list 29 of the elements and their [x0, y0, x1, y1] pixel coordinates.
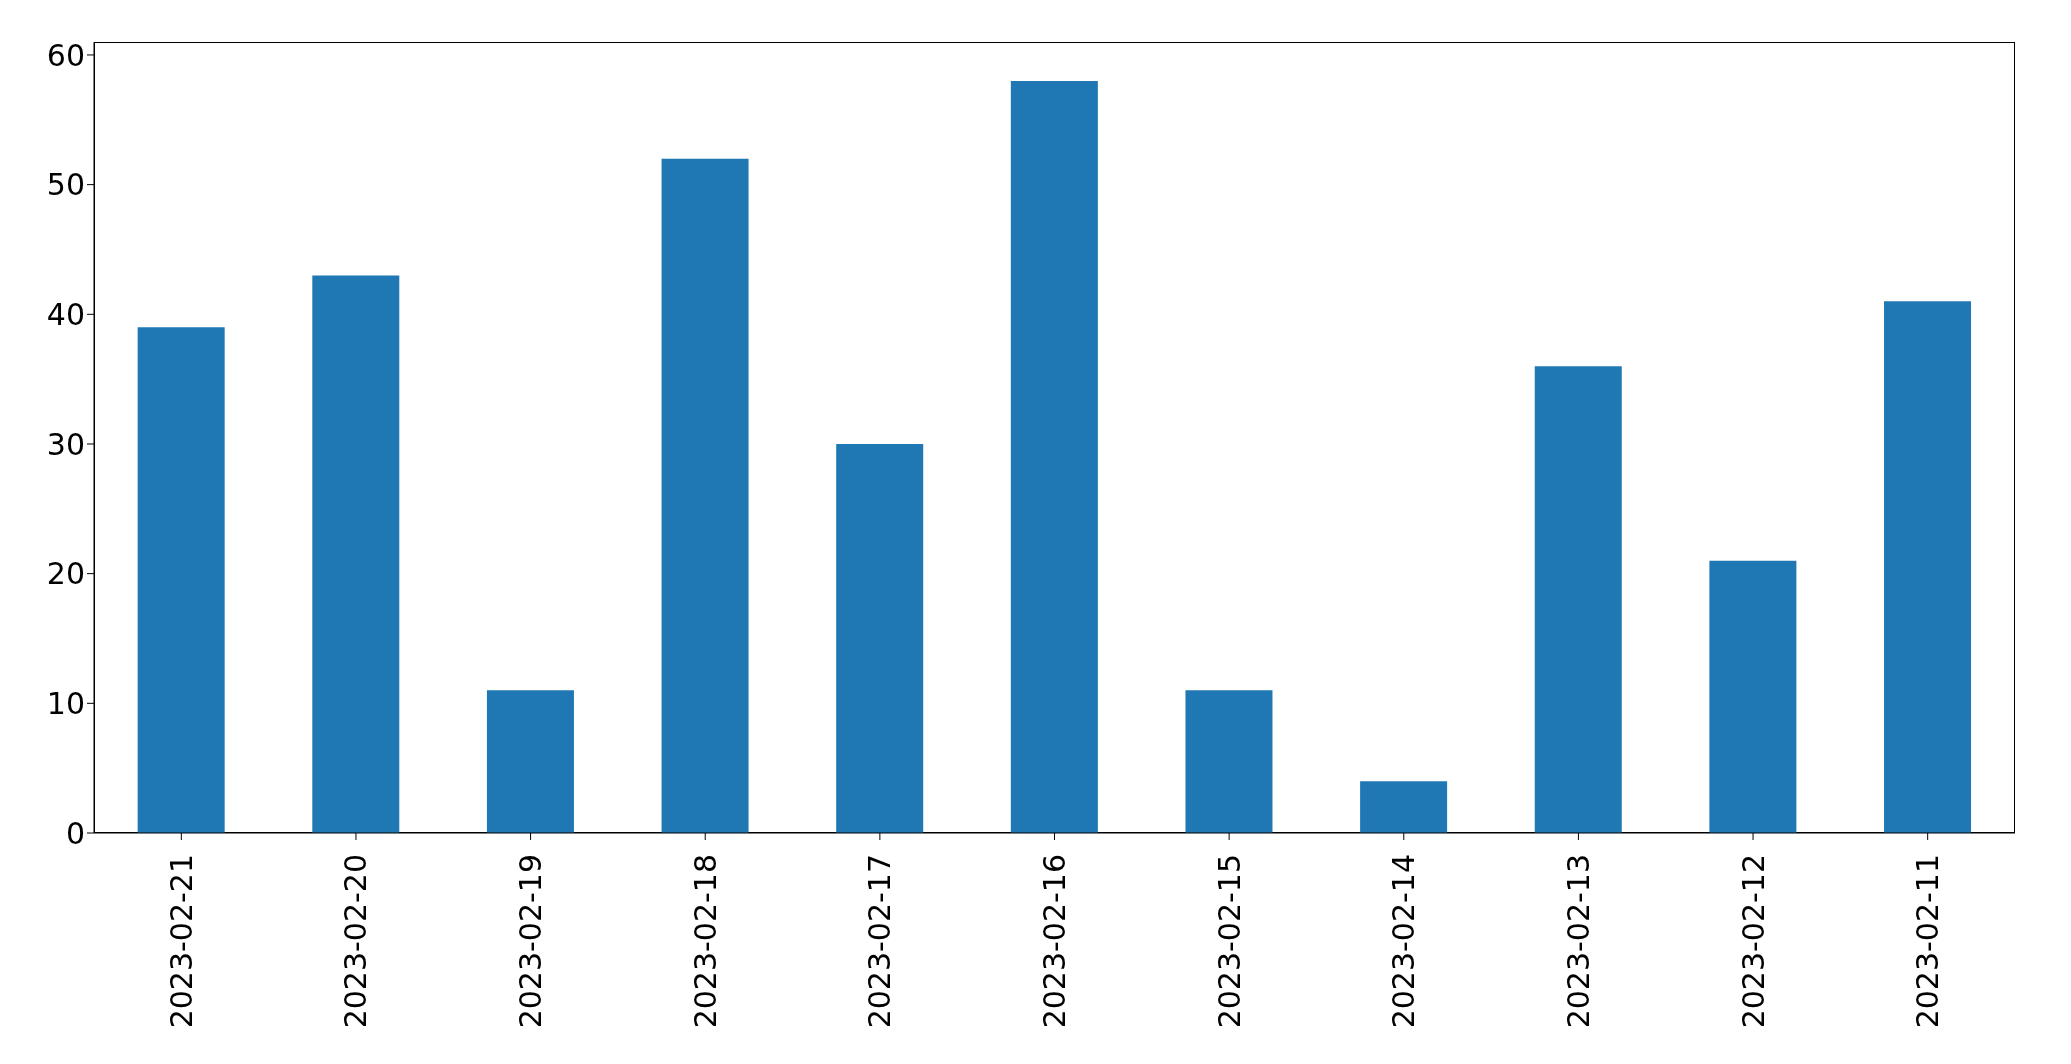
- bar: [137, 327, 225, 833]
- y-tick-label: 40: [46, 296, 85, 332]
- y-tick-label: 20: [46, 556, 85, 592]
- y-tick-label: 60: [46, 37, 85, 73]
- bar: [1709, 560, 1797, 833]
- bar: [661, 158, 749, 833]
- y-tick-label: 10: [46, 685, 85, 721]
- x-tick-label: 2023-02-13: [1560, 854, 1596, 1029]
- bar: [486, 690, 574, 833]
- y-tick-label: 0: [65, 815, 85, 851]
- y-tick-label: 30: [46, 426, 85, 462]
- bar: [1534, 366, 1622, 833]
- y-tick-label: 50: [46, 167, 85, 203]
- x-tick-label: 2023-02-17: [862, 854, 898, 1029]
- bar: [836, 443, 924, 833]
- bar: [1010, 80, 1098, 833]
- x-tick-label: 2023-02-11: [1910, 854, 1946, 1029]
- x-tick-label: 2023-02-14: [1386, 854, 1422, 1029]
- x-tick-label: 2023-02-20: [338, 854, 374, 1029]
- x-tick-label: 2023-02-18: [687, 854, 723, 1029]
- x-tick-label: 2023-02-21: [163, 854, 199, 1029]
- bar: [1360, 781, 1448, 833]
- x-tick-label: 2023-02-12: [1735, 854, 1771, 1029]
- x-tick-label: 2023-02-16: [1037, 854, 1072, 1029]
- bar: [1884, 301, 1972, 833]
- x-tick-label: 2023-02-19: [513, 854, 549, 1029]
- bar: [1185, 690, 1273, 833]
- bar: [312, 275, 400, 833]
- x-tick-label: 2023-02-15: [1211, 854, 1247, 1029]
